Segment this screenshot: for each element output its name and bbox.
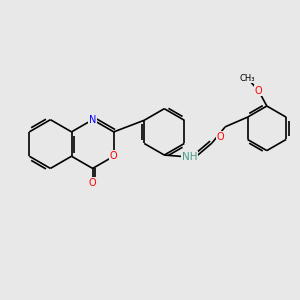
Text: NH: NH: [182, 152, 197, 161]
Text: O: O: [217, 132, 225, 142]
Text: O: O: [89, 178, 97, 188]
Text: O: O: [110, 151, 118, 161]
Text: N: N: [89, 115, 96, 125]
Text: O: O: [255, 85, 262, 96]
Text: CH₃: CH₃: [239, 74, 255, 82]
